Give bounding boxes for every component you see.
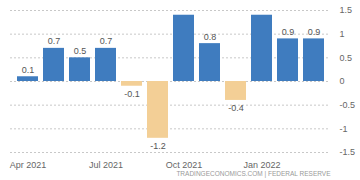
svg-text:Oct 2021: Oct 2021 [166,160,203,170]
svg-text:-1.2: -1.2 [150,141,166,151]
svg-text:-0.5: -0.5 [340,100,356,110]
svg-text:0.9: 0.9 [308,27,321,37]
svg-text:TRADINGECONOMICS.COM | FEDERAL: TRADINGECONOMICS.COM | FEDERAL RESERVE [176,170,331,178]
svg-text:0: 0 [340,76,345,86]
svg-text:0.5: 0.5 [340,53,353,63]
svg-text:0.8: 0.8 [204,32,217,42]
svg-text:-1: -1 [340,124,348,134]
svg-text:-1.5: -1.5 [340,147,356,157]
svg-text:Jul 2021: Jul 2021 [89,160,123,170]
svg-text:-0.4: -0.4 [228,103,244,113]
svg-text:1: 1 [340,29,345,39]
svg-text:0.7: 0.7 [100,36,113,46]
svg-text:0.1: 0.1 [22,65,35,75]
svg-text:0.5: 0.5 [74,46,87,56]
svg-text:0.9: 0.9 [282,27,295,37]
svg-text:Jan 2022: Jan 2022 [243,160,280,170]
svg-text:0.7: 0.7 [48,36,61,46]
svg-text:1.5: 1.5 [340,5,353,15]
svg-text:Apr 2021: Apr 2021 [10,160,47,170]
svg-text:-0.1: -0.1 [124,89,140,99]
